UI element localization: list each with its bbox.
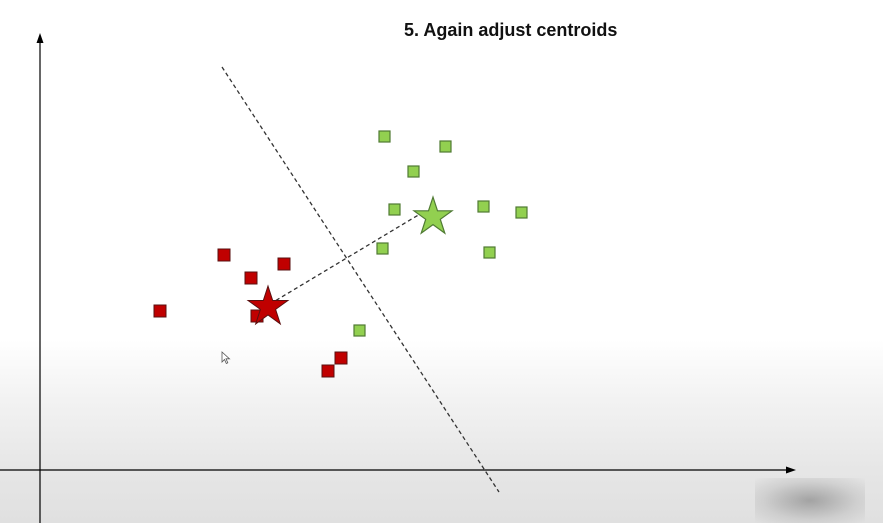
y-axis-arrow	[36, 33, 44, 43]
green-point	[439, 140, 452, 153]
mouse-pointer-icon	[221, 351, 231, 365]
green-point	[353, 324, 366, 337]
green-point	[376, 242, 389, 255]
green-point	[483, 246, 496, 259]
axes	[0, 33, 796, 523]
green-point	[515, 206, 528, 219]
green-point	[388, 203, 401, 216]
red-point	[244, 271, 258, 285]
red-cluster	[153, 248, 348, 378]
centroid-connector-line	[269, 210, 426, 305]
green-cluster	[353, 130, 528, 337]
green-centroid-star-icon	[412, 195, 454, 235]
red-centroid-star-icon	[246, 284, 290, 326]
red-point	[277, 257, 291, 271]
x-axis-arrow	[786, 466, 796, 474]
green-point	[477, 200, 490, 213]
red-point	[334, 351, 348, 365]
green-point	[378, 130, 391, 143]
corner-overlay	[755, 478, 865, 523]
slide-title: 5. Again adjust centroids	[404, 20, 618, 40]
decision-boundary-line	[221, 66, 500, 493]
red-point	[153, 304, 167, 318]
red-point	[217, 248, 231, 262]
green-point	[407, 165, 420, 178]
red-point	[321, 364, 335, 378]
